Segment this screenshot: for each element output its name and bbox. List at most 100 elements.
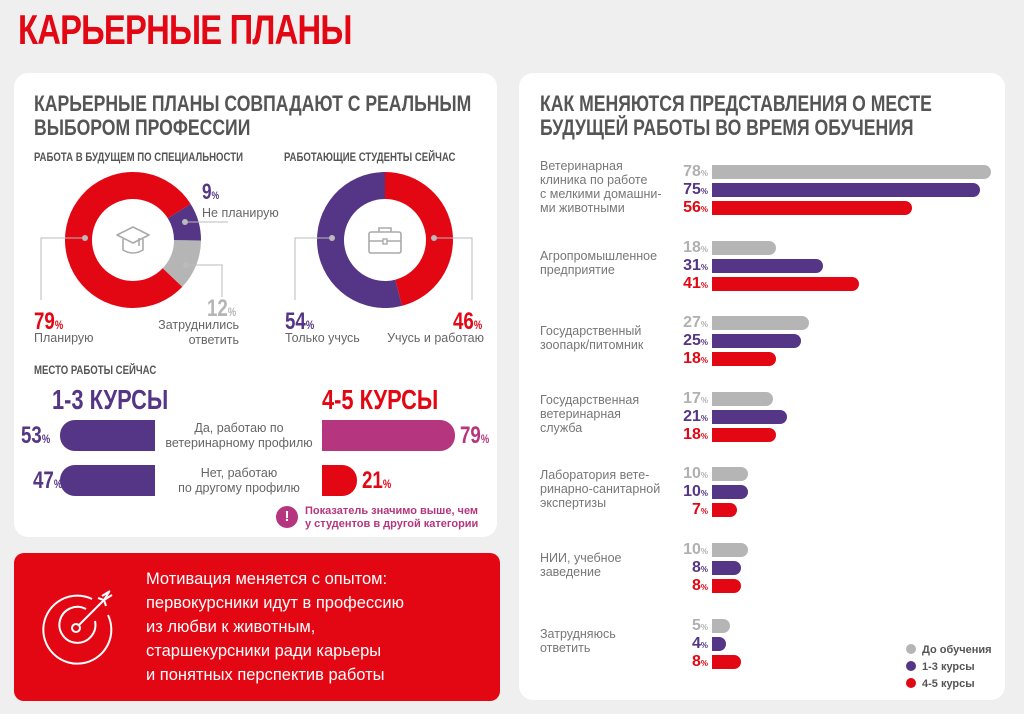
unit: % — [701, 356, 708, 365]
value: 10 — [683, 541, 701, 558]
label-line1: Затруднились — [158, 318, 239, 332]
note-line2: у студентов в другой категории — [305, 518, 478, 530]
bar — [712, 316, 809, 330]
donut2-label-only-study: Только учусь — [285, 331, 360, 346]
category-label: ответить — [540, 641, 590, 655]
label-line2: ветеринарному профилю — [165, 436, 312, 450]
workplace-subtitle: МЕСТО РАБОТЫ СЕЙЧАС — [34, 363, 156, 377]
data-label: 8% — [668, 561, 708, 577]
category-label: ветеринарная — [540, 407, 621, 421]
label-line1: Нет, работаю — [201, 466, 278, 480]
category-label: Лаборатория вете- — [540, 468, 649, 482]
donut1-value-not-planning: 9% — [202, 179, 219, 205]
label-line1: Да, работаю по — [194, 421, 283, 435]
category-label: экспертизы — [540, 496, 606, 510]
donut1-label-undecided: Затруднились ответить — [150, 318, 239, 348]
unit: % — [701, 547, 708, 556]
value: 78 — [683, 163, 701, 180]
value: 79 — [460, 422, 481, 449]
value: 17 — [683, 390, 701, 407]
value: 27 — [683, 314, 701, 331]
g2-vet-value: 79% — [460, 422, 489, 450]
value: 9 — [202, 179, 212, 204]
note-line1: Показатель значимо выше, чем — [305, 505, 478, 517]
bar-g2-other — [322, 465, 357, 496]
value: 18 — [683, 426, 701, 443]
category-label: Государственный — [540, 324, 641, 338]
data-label: 17% — [668, 392, 708, 408]
data-label: 7% — [668, 503, 708, 519]
value: 56 — [683, 199, 701, 216]
value: 18 — [683, 239, 701, 256]
category-label: с мелкими домашни- — [540, 187, 662, 201]
value: 75 — [683, 181, 701, 198]
value: 21 — [362, 467, 383, 494]
value: 47 — [33, 467, 54, 494]
bar — [712, 334, 801, 348]
label-line2: по другому профилю — [178, 481, 300, 495]
significance-icon: ! — [276, 506, 298, 528]
value: 31 — [683, 257, 701, 274]
data-label: 5% — [668, 619, 708, 635]
unit: % — [701, 396, 708, 405]
legend-dot — [906, 644, 916, 654]
group2-heading: 4-5 КУРСЫ — [322, 384, 438, 416]
bar — [712, 352, 776, 366]
unit: % — [481, 432, 489, 446]
unit: % — [701, 641, 708, 650]
category-label: предприятие — [540, 263, 615, 277]
legend-item-4-5: 4-5 курсы — [906, 678, 975, 690]
bar — [712, 183, 980, 197]
donut1-label-not-planning: Не планирую — [202, 206, 279, 221]
row-label-other: Нет, работаю по другому профилю — [160, 466, 318, 496]
bar-g2-vet — [322, 420, 455, 451]
category-label: НИИ, учебное — [540, 551, 621, 565]
line: Мотивация меняется с опытом: — [146, 570, 387, 588]
category-label: служба — [540, 421, 582, 435]
bar — [712, 579, 741, 593]
bar — [712, 201, 912, 215]
unit: % — [701, 169, 708, 178]
unit: % — [701, 583, 708, 592]
group1-heading: 1-3 КУРСЫ — [52, 384, 168, 416]
value: 18 — [683, 350, 701, 367]
value: 7 — [692, 501, 701, 518]
data-label: 21% — [668, 410, 708, 426]
bar — [712, 561, 741, 575]
category-label: клиника по работе — [540, 173, 647, 187]
line: из любви к животным, — [146, 618, 315, 636]
unit: % — [701, 489, 708, 498]
legend-item-1-3: 1-3 курсы — [906, 661, 975, 673]
category-label: Агропромышленное — [540, 249, 657, 263]
unit: % — [701, 205, 708, 214]
unit: % — [701, 281, 708, 290]
category-label: зоопарк/питомник — [540, 338, 643, 352]
bar — [712, 655, 741, 669]
data-label: 25% — [668, 334, 708, 350]
unit: % — [228, 305, 236, 319]
legend-dot — [906, 678, 916, 688]
line: первокурсники идут в профессию — [146, 594, 404, 612]
value: 41 — [683, 275, 701, 292]
unit: % — [306, 318, 314, 332]
category-label: Затрудняюсь — [540, 627, 616, 641]
data-label: 27% — [668, 316, 708, 332]
data-label: 78% — [668, 165, 708, 181]
row-label-vet: Да, работаю по ветеринарному профилю — [160, 421, 318, 451]
unit: % — [701, 187, 708, 196]
data-label: 10% — [668, 543, 708, 559]
legend-label: 4-5 курсы — [922, 678, 975, 690]
line: и понятных перспектив работы — [146, 666, 385, 684]
unit: % — [701, 245, 708, 254]
line: старшекурсники ради карьеры — [146, 642, 381, 660]
data-label: 56% — [668, 201, 708, 217]
legend-label: До обучения — [922, 644, 992, 656]
unit: % — [474, 318, 482, 332]
bar — [712, 485, 748, 499]
value: 53 — [21, 422, 42, 449]
bar — [712, 619, 730, 633]
bar — [712, 428, 776, 442]
target-arrow-icon — [42, 585, 122, 665]
bar — [712, 543, 748, 557]
data-label: 10% — [668, 485, 708, 501]
